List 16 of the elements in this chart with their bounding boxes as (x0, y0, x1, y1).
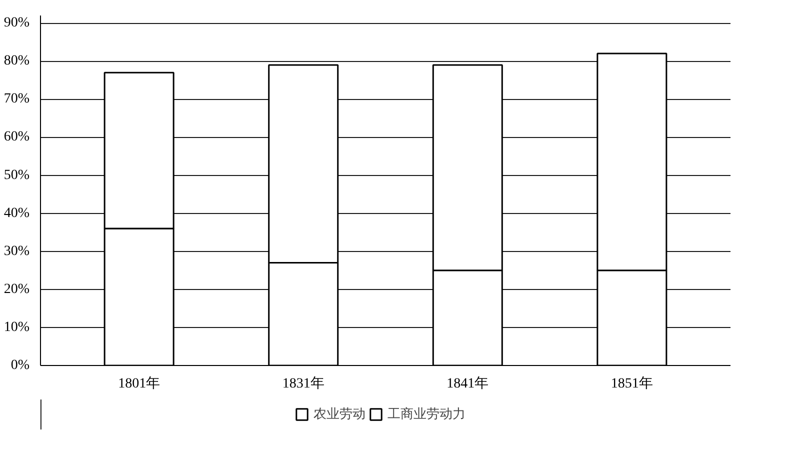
y-tick-label: 70% (4, 92, 30, 107)
y-tick-label: 20% (4, 282, 30, 297)
y-tick-label: 50% (4, 168, 30, 183)
x-tick-label: 1801年 (118, 376, 160, 392)
y-tick-label: 60% (4, 130, 30, 145)
x-tick-label: 1831年 (282, 376, 324, 392)
y-tick-label: 90% (4, 16, 30, 31)
legend-label: 工商业劳动力 (388, 406, 466, 423)
y-tick-label: 80% (4, 54, 30, 69)
x-tick-label: 1851年 (610, 376, 653, 392)
legend-label: 农业劳动 (314, 406, 366, 423)
x-tick-label: 1841年 (446, 376, 489, 392)
y-tick-label: 40% (4, 206, 30, 221)
y-tick-label: 0% (10, 358, 30, 373)
y-tick-label: 10% (4, 320, 30, 335)
y-tick-label: 30% (4, 244, 30, 259)
